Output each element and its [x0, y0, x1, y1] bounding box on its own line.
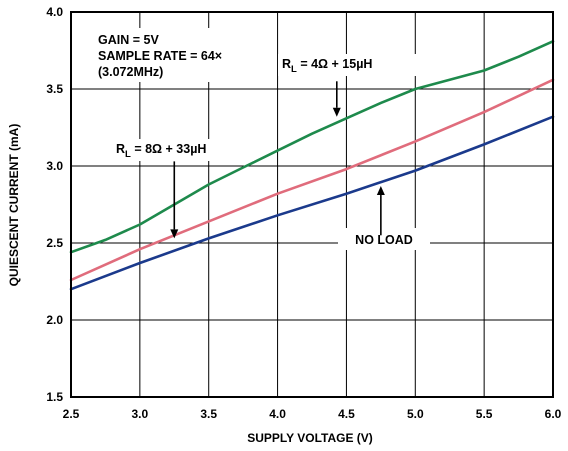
label_8ohm-text: RL = 8Ω + 33µH [116, 142, 206, 160]
series-line-2 [69, 115, 555, 291]
y-tick-label: 1.5 [46, 390, 63, 404]
conditions-line: SAMPLE RATE = 64× [98, 49, 222, 63]
x-tick-label: 4.0 [269, 407, 286, 421]
noload-text: NO LOAD [355, 233, 413, 247]
x-tick-label: 5.5 [476, 407, 493, 421]
x-tick-label: 6.0 [545, 407, 562, 421]
x-tick-label: 3.5 [200, 407, 217, 421]
annotations: GAIN = 5V SAMPLE RATE = 64× (3.072MHz) RL =… [94, 28, 430, 250]
plot-frame [70, 11, 554, 398]
y-tick-label: 2.5 [46, 236, 63, 250]
noload-background [338, 228, 430, 250]
label_4ohm-arrow-head [332, 107, 341, 117]
conditions-background [94, 28, 244, 82]
series-line-0 [69, 39, 555, 254]
y-tick-label: 4.0 [46, 5, 63, 19]
x-tick-label: 3.0 [132, 407, 149, 421]
y-tick-label: 3.5 [46, 82, 63, 96]
series-lines [69, 39, 555, 291]
tick-labels: 2.5 3.0 3.5 4.0 4.5 5.0 5.5 6.0 1.5 2.0 2.5 3.0 3.5 4… [46, 5, 561, 421]
x-axis-label: SUPPLY VOLTAGE (V) [247, 431, 373, 445]
label_4ohm-background [278, 54, 416, 76]
x-tick-label: 2.5 [63, 407, 80, 421]
series-line-1 [69, 78, 555, 282]
x-tick-label: 5.0 [407, 407, 424, 421]
label_noload-arrow-head [376, 186, 385, 196]
conditions-line: GAIN = 5V [98, 33, 159, 47]
y-tick-label: 3.0 [46, 159, 63, 173]
y-tick-label: 2.0 [46, 313, 63, 327]
label_4ohm-text: RL = 4Ω + 15µH [282, 57, 372, 75]
label_8ohm-background [112, 139, 254, 161]
conditions-line: (3.072MHz) [98, 65, 163, 79]
y-axis-label: QUIESCENT CURRENT (mA) [7, 124, 21, 287]
x-tick-label: 4.5 [338, 407, 355, 421]
label_8ohm-arrow-head [170, 229, 179, 239]
